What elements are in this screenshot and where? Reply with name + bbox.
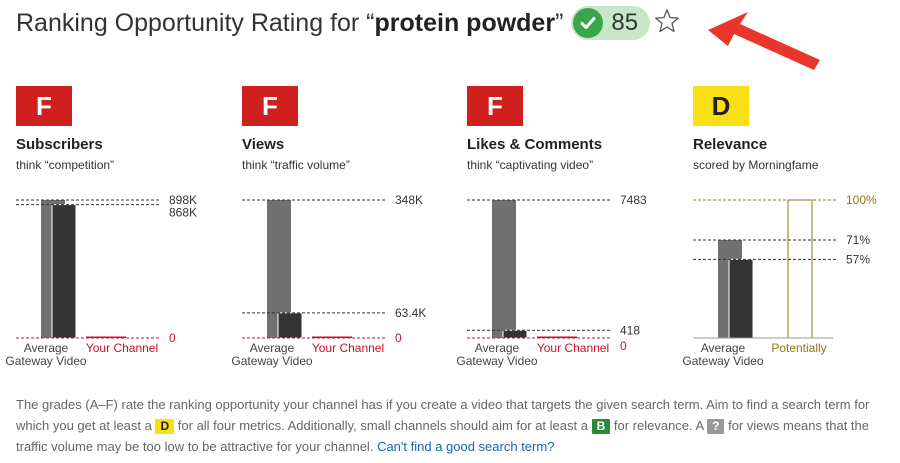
- grade-tag-unknown: ?: [707, 419, 725, 434]
- data-label: 71%: [846, 233, 870, 247]
- metric-subscribers: F Subscribers think “competition”: [16, 86, 114, 172]
- grade-badge: F: [16, 86, 72, 126]
- category-label: Your Channel: [86, 341, 158, 355]
- data-label: 7483: [620, 193, 647, 207]
- bar-gateway-video: [51, 204, 77, 339]
- metric-relevance: D Relevance scored by Morningfame: [693, 86, 818, 172]
- title-row: Ranking Opportunity Rating for “protein …: [16, 4, 680, 42]
- grade-tag-d: D: [155, 419, 175, 434]
- footnote: The grades (A–F) rate the ranking opport…: [16, 394, 892, 457]
- category-note: Gateway Video: [456, 354, 537, 368]
- help-link[interactable]: Can't find a good search term?: [377, 439, 555, 454]
- category-label: Average: [701, 341, 746, 355]
- metric-subtitle: scored by Morningfame: [693, 158, 819, 172]
- metric-title: Views: [242, 136, 285, 153]
- category-note: Gateway Video: [682, 354, 763, 368]
- data-label: 0: [169, 331, 176, 345]
- check-circle-icon: [573, 8, 604, 38]
- search-term: protein powder: [374, 8, 556, 37]
- metric-subtitle: think “captivating video”: [467, 158, 594, 172]
- metric-subtitle: think “traffic volume”: [242, 158, 350, 172]
- page-title: Ranking Opportunity Rating for “protein …: [16, 9, 563, 38]
- grade-badge: D: [693, 86, 749, 126]
- chart-subscribers: 898K 868K 0 Average Gateway Video Your Channe…: [5, 190, 216, 376]
- data-label: 898K: [169, 193, 197, 207]
- metric-title: Likes & Comments: [467, 136, 603, 153]
- red-arrow-icon: [708, 12, 820, 70]
- bar-your-channel: [537, 336, 577, 338]
- bar-your-channel: [312, 336, 352, 338]
- chart-views: 348K 63.4K 0 Average Gateway Video Your Chann…: [231, 190, 442, 376]
- category-label: Average: [250, 341, 295, 355]
- category-label: Average: [475, 341, 520, 355]
- metric-title: Subscribers: [16, 136, 103, 153]
- metric-subtitle: think “competition”: [16, 158, 115, 172]
- data-label: 418: [620, 323, 640, 337]
- data-label: 348K: [395, 193, 423, 207]
- category-label: Potentially: [771, 341, 826, 355]
- footnote-text: The grades (A–F) rate the ranking opport…: [16, 397, 870, 433]
- data-label: 57%: [846, 252, 870, 266]
- data-label: 100%: [846, 193, 877, 207]
- bar-potentially: [787, 199, 813, 339]
- star-outline-icon[interactable]: [654, 8, 680, 39]
- chart-relevance: 100% 71% 57% Average Gateway Video Potentiall…: [682, 190, 893, 376]
- metric-views: F Views think “traffic volume”: [242, 86, 350, 172]
- metric-title: Relevance: [693, 136, 768, 153]
- metric-likes-comments: F Likes & Comments think “captivating vi…: [467, 86, 602, 172]
- bar-gateway-video: [502, 329, 528, 339]
- category-label: Average: [24, 341, 69, 355]
- footnote-text: for relevance. A: [613, 418, 704, 433]
- category-note: Gateway Video: [5, 354, 86, 368]
- grade-badge: F: [242, 86, 298, 126]
- bar-your-channel: [86, 336, 126, 338]
- data-label: 0: [395, 331, 402, 345]
- category-label: Your Channel: [537, 341, 609, 355]
- grade-badge: F: [467, 86, 523, 126]
- bar-average: [492, 200, 516, 338]
- bar-gateway-video: [728, 258, 754, 339]
- footnote-text: for views means that the traffic volume …: [16, 418, 869, 454]
- score-value: 85: [611, 9, 639, 36]
- data-label: 0: [620, 339, 627, 353]
- category-note: Gateway Video: [231, 354, 312, 368]
- score-badge: 85: [571, 6, 651, 40]
- data-label: 63.4K: [395, 306, 426, 320]
- footnote-text: for all four metrics. Additionally, smal…: [177, 418, 588, 433]
- chart-likes-comments: 7483 418 0 Average Gateway Video Your Channel: [456, 190, 667, 376]
- title-prefix: Ranking Opportunity Rating for “: [16, 8, 375, 37]
- title-suffix: ”: [555, 8, 564, 37]
- bar-gateway-video: [277, 312, 303, 339]
- category-label: Your Channel: [312, 341, 384, 355]
- data-label: 868K: [169, 206, 197, 220]
- grade-tag-b: B: [591, 419, 611, 434]
